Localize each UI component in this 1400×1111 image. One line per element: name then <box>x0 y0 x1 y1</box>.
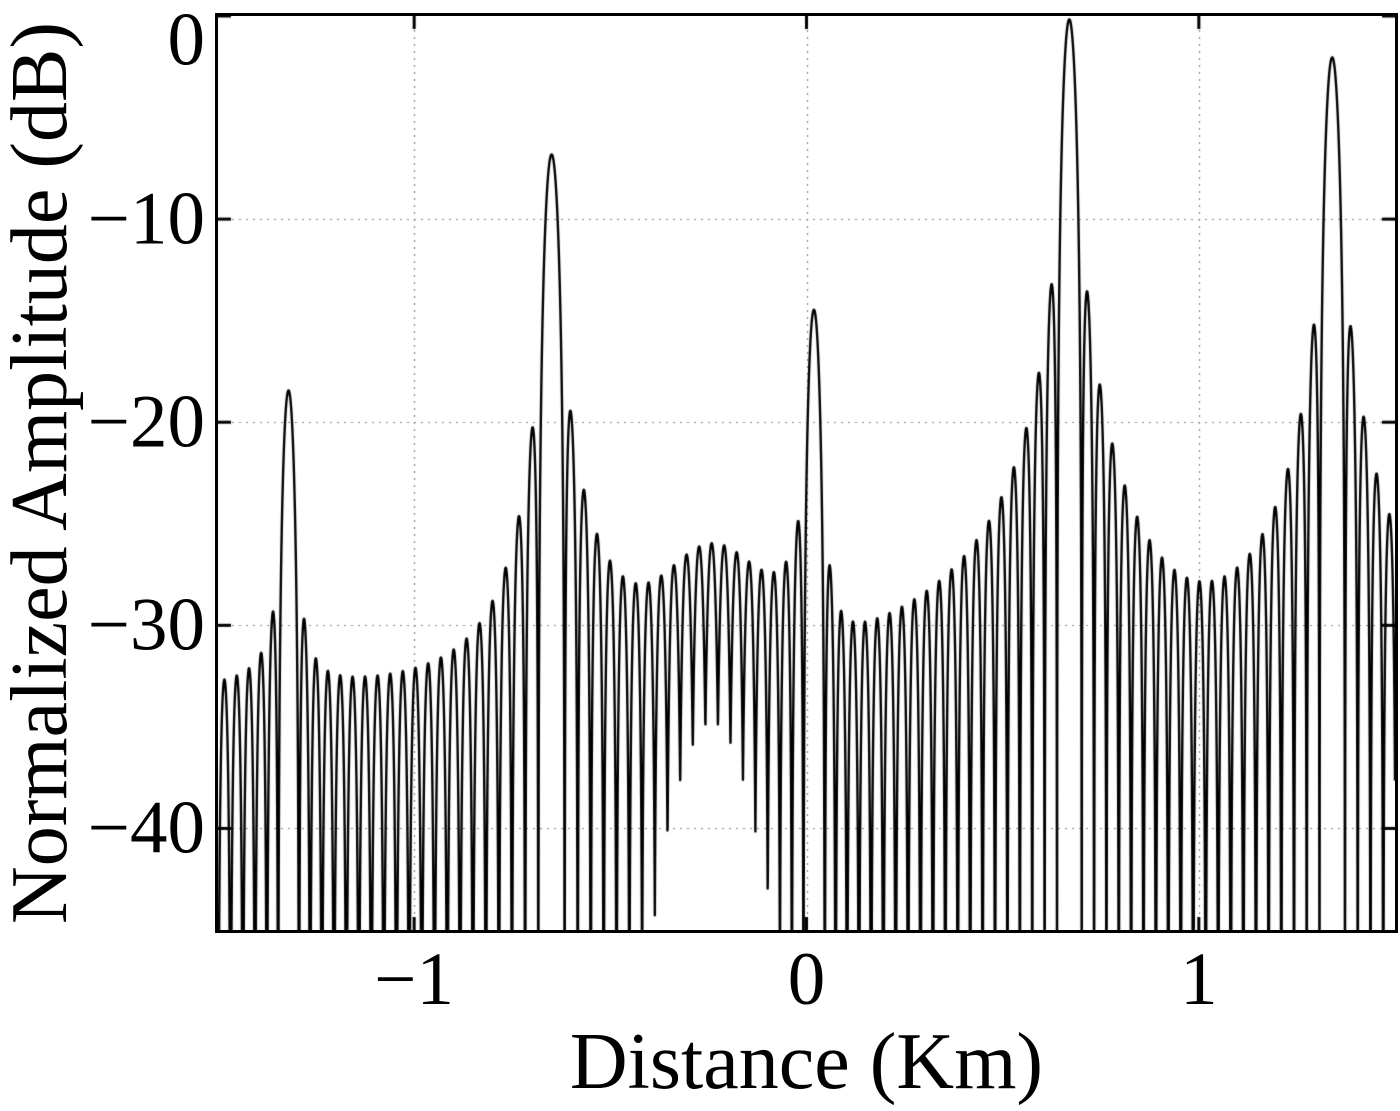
plot-canvas <box>218 16 1395 930</box>
x-axis-label: Distance (Km) <box>569 1018 1044 1106</box>
y-tick-label: 0 <box>167 0 206 82</box>
y-tick-label: −20 <box>87 380 205 464</box>
x-tick-label: 1 <box>1180 938 1218 1021</box>
y-tick-label: −40 <box>87 786 205 870</box>
x-tick-label: −1 <box>374 938 455 1021</box>
x-tick-label: 0 <box>787 938 826 1021</box>
y-tick-label: −10 <box>87 177 205 261</box>
y-axis-label: Normalized Amplitude (dB) <box>0 21 84 925</box>
y-tick-label: −30 <box>87 583 205 667</box>
